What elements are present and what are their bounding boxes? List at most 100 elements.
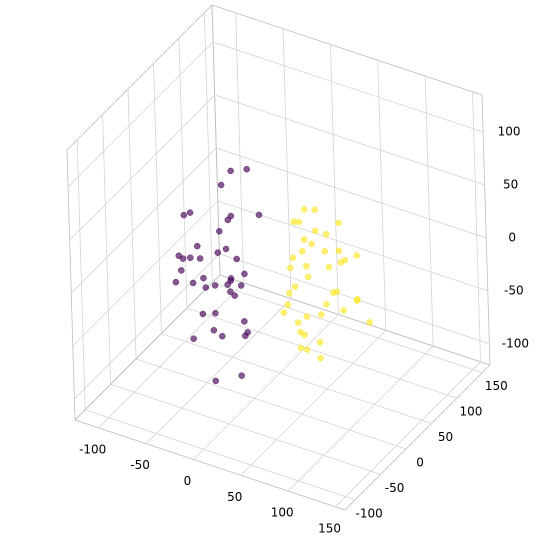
- y-tick-label: 50: [438, 430, 453, 444]
- z-tick-label: -50: [504, 283, 524, 297]
- point: [214, 249, 222, 256]
- point: [243, 165, 250, 173]
- point: [286, 289, 293, 297]
- point: [244, 329, 251, 336]
- point: [280, 309, 288, 316]
- point: [300, 206, 308, 213]
- y-tick-label: -100: [356, 506, 383, 520]
- point: [312, 227, 319, 235]
- point: [323, 301, 330, 308]
- grid-line: [235, 12, 245, 283]
- point: [190, 335, 197, 342]
- y-tick-label: 150: [485, 379, 508, 393]
- grid-line: [282, 28, 292, 299]
- grid-line: [153, 63, 162, 334]
- point: [219, 332, 226, 340]
- z-tick-label: -100: [502, 336, 529, 350]
- point: [194, 242, 201, 250]
- grid-line: [161, 333, 432, 424]
- point: [303, 346, 311, 353]
- point: [289, 254, 297, 261]
- point: [318, 311, 325, 318]
- point: [301, 331, 308, 339]
- grid-line: [110, 384, 381, 475]
- grid-line: [287, 345, 434, 492]
- point: [222, 245, 230, 253]
- point: [238, 372, 245, 379]
- point: [172, 278, 180, 286]
- point: [241, 318, 248, 325]
- point: [180, 211, 188, 219]
- point: [291, 283, 299, 290]
- grid-line: [69, 94, 215, 241]
- point: [353, 252, 360, 259]
- point: [227, 167, 234, 175]
- point: [297, 344, 305, 352]
- point: [202, 284, 210, 291]
- point: [237, 282, 245, 289]
- y-tick-label: 0: [416, 455, 424, 469]
- point: [316, 339, 324, 346]
- grid-line: [70, 147, 217, 294]
- pane-back: [211, 4, 491, 366]
- grid-line: [240, 329, 387, 476]
- point: [233, 255, 240, 263]
- point: [227, 212, 235, 220]
- point: [178, 267, 185, 274]
- x-tick-label: 100: [271, 506, 294, 520]
- point: [300, 236, 308, 243]
- grid-line: [203, 12, 213, 283]
- point: [212, 309, 219, 317]
- point: [294, 319, 302, 326]
- point: [212, 377, 220, 385]
- grid-line: [212, 41, 484, 133]
- grid-line: [178, 38, 188, 309]
- y-tick-label: -50: [385, 481, 405, 495]
- grid-line: [74, 253, 220, 400]
- point: [211, 282, 219, 289]
- grid-line: [145, 298, 292, 444]
- grid-line: [216, 147, 487, 239]
- point: [227, 288, 234, 295]
- point: [216, 228, 223, 235]
- x-tick-label: 150: [318, 521, 341, 535]
- grid-line: [186, 307, 458, 399]
- grid-line: [377, 60, 387, 331]
- point: [321, 248, 328, 255]
- point: [287, 264, 294, 272]
- point: [325, 263, 333, 271]
- point: [199, 310, 207, 318]
- point: [284, 301, 291, 309]
- point: [335, 247, 343, 255]
- grid-line: [424, 76, 434, 347]
- pane-left: [66, 4, 221, 421]
- grid-line: [102, 114, 112, 385]
- grid-line: [217, 200, 488, 292]
- point: [217, 181, 225, 189]
- grid-line: [212, 282, 483, 374]
- grid-line: [335, 361, 481, 508]
- point: [335, 219, 342, 227]
- grid-line: [76, 139, 86, 410]
- grid-line: [85, 409, 356, 501]
- point: [366, 319, 373, 326]
- x-tick-label: 0: [184, 474, 192, 488]
- grid-line: [67, 41, 214, 188]
- z-tick-label: 50: [503, 178, 518, 192]
- grid-line: [127, 88, 137, 359]
- x-tick-label: -50: [130, 458, 150, 472]
- grid-line: [72, 200, 219, 347]
- point: [333, 288, 341, 295]
- point: [179, 255, 187, 262]
- point: [317, 354, 324, 362]
- point: [340, 307, 347, 314]
- point: [341, 256, 349, 264]
- grid-line: [330, 44, 339, 315]
- point: [210, 327, 218, 334]
- point: [305, 273, 312, 281]
- grid-line: [193, 314, 339, 460]
- point: [255, 211, 263, 219]
- point: [241, 270, 248, 278]
- z-tick-label: 100: [498, 125, 521, 139]
